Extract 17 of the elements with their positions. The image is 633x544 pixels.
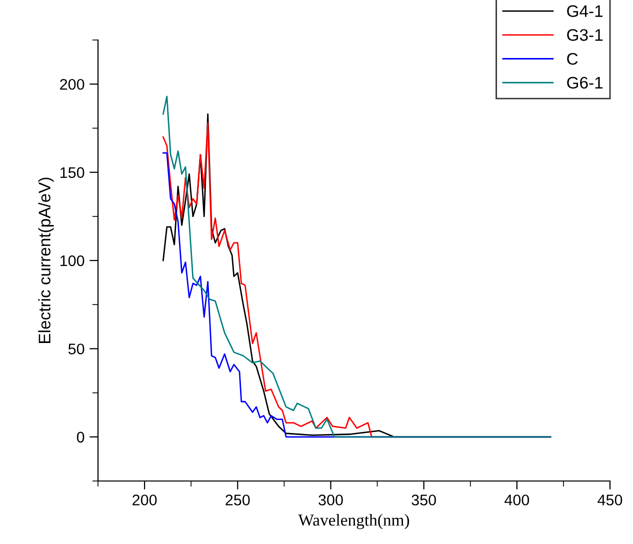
x-tick-label: 300 (318, 494, 343, 506)
x-tick-label: 250 (226, 494, 250, 506)
y-tick-label: 150 (60, 167, 84, 178)
y-tick-label: 50 (68, 344, 84, 354)
x-tick-label: 450 (598, 494, 622, 506)
x-axis-title: Wavelength(nm) (298, 514, 410, 530)
y-tick-label: 100 (60, 255, 84, 266)
legend-label: C (567, 52, 578, 65)
legend-label: G3-1 (567, 29, 603, 41)
y-tick-label: 200 (60, 78, 84, 90)
legend-label: G6-1 (567, 76, 603, 89)
x-tick-label: 350 (412, 494, 436, 506)
x-tick-label: 200 (132, 494, 157, 506)
y-tick-label: 0 (76, 432, 84, 443)
legend-label: G4-1 (567, 5, 603, 18)
x-tick-label: 400 (504, 494, 530, 506)
y-axis-title: Electric current(pA/eV) (38, 178, 54, 343)
